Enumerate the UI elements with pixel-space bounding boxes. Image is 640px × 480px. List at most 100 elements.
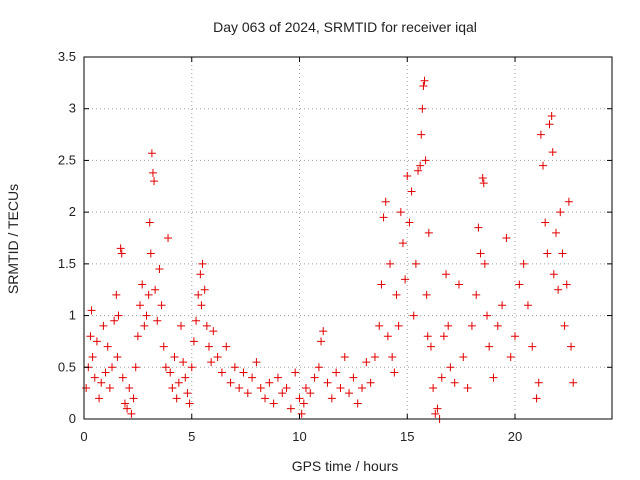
data-point (411, 259, 420, 268)
x-tick-label: 20 (508, 429, 522, 444)
data-point (536, 130, 545, 139)
data-point (125, 383, 134, 392)
data-point (204, 342, 213, 351)
data-point (150, 177, 159, 186)
data-point (230, 363, 239, 372)
data-point (439, 332, 448, 341)
data-point (239, 368, 248, 377)
data-point (416, 161, 425, 170)
data-point (489, 373, 498, 382)
data-point (345, 389, 354, 398)
data-point (192, 316, 201, 325)
data-point (511, 332, 520, 341)
data-point (418, 104, 427, 113)
data-point (295, 394, 304, 403)
data-point (131, 363, 140, 372)
data-point (108, 363, 117, 372)
data-point (401, 275, 410, 284)
data-point (534, 378, 543, 387)
y-tick-label: 2 (69, 204, 76, 219)
data-point (314, 363, 323, 372)
data-point (485, 342, 494, 351)
data-point (226, 378, 235, 387)
data-point (479, 179, 488, 188)
data-point (358, 383, 367, 392)
data-point (136, 301, 145, 310)
data-point (396, 208, 405, 217)
data-point (148, 168, 157, 177)
data-point (478, 174, 487, 183)
data-point (168, 383, 177, 392)
data-point (127, 409, 136, 418)
data-point (181, 373, 190, 382)
data-point (567, 342, 576, 351)
data-point (248, 373, 257, 382)
data-point (493, 321, 502, 330)
data-point (147, 149, 156, 158)
data-point (442, 270, 451, 279)
data-point (82, 383, 91, 392)
axis-ticks: 0 0.5 1 1.5 2 2.5 3 3.5 0 5 10 15 20 (58, 49, 612, 444)
data-point (467, 321, 476, 330)
data-point (323, 378, 332, 387)
data-point (370, 352, 379, 361)
data-point (405, 218, 414, 227)
data-point (353, 399, 362, 408)
data-point (103, 342, 112, 351)
data-point (222, 342, 231, 351)
data-point (310, 373, 319, 382)
data-point (519, 259, 528, 268)
data-point (145, 218, 154, 227)
data-point (183, 389, 192, 398)
data-point (265, 378, 274, 387)
data-point (476, 249, 485, 258)
data-point (549, 270, 558, 279)
y-tick-label: 0.5 (58, 359, 76, 374)
y-tick-label: 0 (69, 411, 76, 426)
data-point (116, 244, 125, 253)
data-point (170, 352, 179, 361)
data-point (235, 383, 244, 392)
data-point (541, 218, 550, 227)
data-point (151, 285, 160, 294)
data-point (420, 76, 429, 85)
data-point (105, 383, 114, 392)
data-point (159, 342, 168, 351)
data-point (146, 249, 155, 258)
data-point (409, 311, 418, 320)
chart-title: Day 063 of 2024, SRMTID for receiver iqa… (213, 19, 477, 35)
data-point (392, 290, 401, 299)
data-point (157, 301, 166, 310)
data-point (256, 383, 265, 392)
data-point (123, 404, 132, 413)
data-point (539, 161, 548, 170)
data-point (252, 358, 261, 367)
data-point (144, 290, 153, 299)
data-point (429, 383, 438, 392)
data-point (446, 363, 455, 372)
data-point (299, 399, 308, 408)
data-point (349, 373, 358, 382)
data-point (431, 409, 440, 418)
x-tick-label: 5 (188, 429, 195, 444)
data-point (207, 358, 216, 367)
data-point (381, 197, 390, 206)
x-tick-label: 10 (292, 429, 306, 444)
data-point (502, 234, 511, 242)
data-point (166, 368, 175, 377)
data-point (417, 130, 426, 139)
y-tick-label: 1.5 (58, 256, 76, 271)
data-point (547, 111, 556, 120)
data-point (117, 249, 126, 258)
data-point (506, 352, 515, 361)
data-point (390, 368, 399, 377)
data-point (179, 358, 188, 367)
data-point (459, 352, 468, 361)
data-point (112, 290, 121, 299)
data-point (483, 311, 492, 320)
data-point (129, 394, 138, 403)
data-point (564, 197, 573, 206)
data-point (433, 404, 442, 413)
data-point (92, 337, 101, 346)
data-point (569, 378, 578, 387)
